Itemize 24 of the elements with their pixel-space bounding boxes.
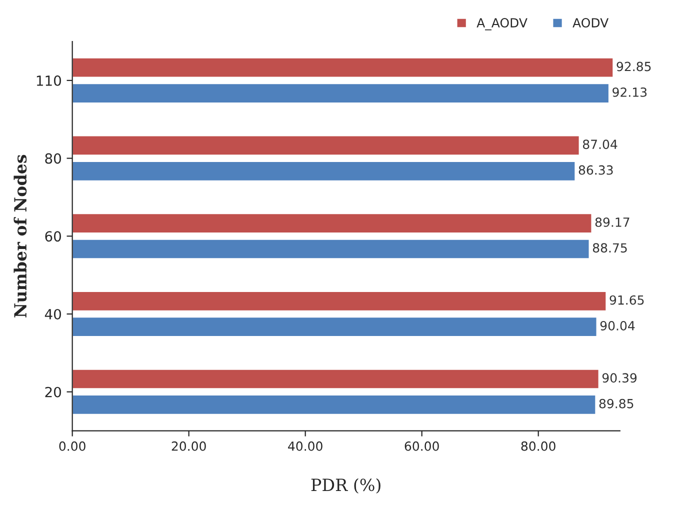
data-label: 92.13 [612,87,647,97]
y-tick-label: 80 [45,153,61,164]
x-tick-label: 60.00 [404,441,439,451]
data-label: 90.04 [600,321,635,330]
y-tick-label: 40 [44,308,61,320]
x-axis-title: PDR (%) [311,478,380,494]
x-tick-label: 0.00 [59,441,86,451]
data-label: 90.39 [602,373,637,383]
x-tick-label: 20.00 [172,441,206,451]
y-axis-title: Number of Nodes [14,154,27,318]
data-label: 86.33 [578,165,613,175]
legend-label: AODV [572,18,609,28]
data-label: 89.17 [595,217,630,227]
y-tick-label: 20 [45,386,61,398]
data-label: 92.85 [616,62,651,72]
y-tick-label: 110 [36,75,61,86]
x-tick-label: 80.00 [521,441,556,451]
data-label: 89.85 [599,398,634,408]
data-label: 88.75 [592,243,627,253]
data-label: 87.04 [582,140,618,150]
legend-label: A_AODV [476,18,528,30]
y-tick-label: 60 [45,231,61,242]
x-tick-label: 40.00 [288,441,322,451]
data-label: 91.65 [610,295,644,305]
